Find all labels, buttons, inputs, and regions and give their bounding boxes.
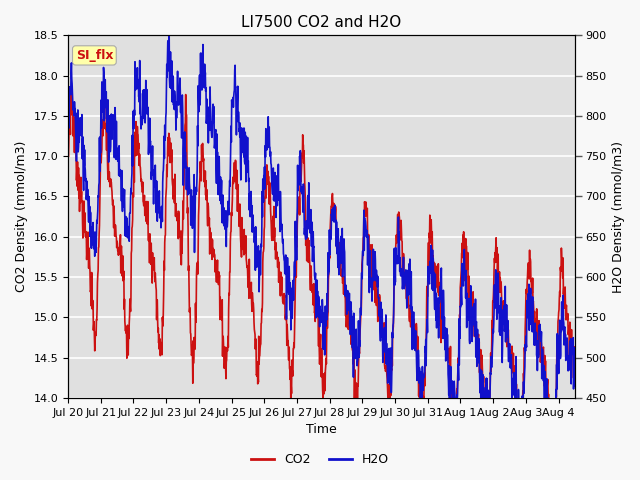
CO2 — [353, 384, 361, 390]
Y-axis label: H2O Density (mmol/m3): H2O Density (mmol/m3) — [612, 141, 625, 293]
Line: H2O: H2O — [68, 29, 575, 457]
Title: LI7500 CO2 and H2O: LI7500 CO2 and H2O — [241, 15, 401, 30]
CO2 — [124, 352, 132, 358]
CO2 — [280, 301, 287, 307]
H2O — [124, 224, 132, 229]
X-axis label: Time: Time — [306, 423, 337, 436]
CO2 — [67, 88, 75, 94]
Legend: CO2, H2O: CO2, H2O — [246, 448, 394, 471]
CO2 — [299, 142, 307, 148]
H2O — [547, 454, 554, 460]
H2O — [290, 283, 298, 288]
CO2 — [104, 163, 111, 168]
CO2 — [64, 144, 72, 149]
H2O — [280, 251, 287, 256]
Y-axis label: CO2 Density (mmol/m3): CO2 Density (mmol/m3) — [15, 141, 28, 292]
H2O — [299, 209, 307, 215]
CO2 — [290, 340, 298, 346]
CO2 — [548, 465, 556, 470]
H2O — [353, 345, 361, 350]
Text: SI_flx: SI_flx — [76, 49, 113, 62]
CO2 — [571, 370, 579, 375]
H2O — [104, 129, 111, 135]
H2O — [571, 383, 579, 389]
Line: CO2: CO2 — [68, 91, 575, 468]
H2O — [165, 26, 173, 32]
H2O — [64, 108, 72, 113]
